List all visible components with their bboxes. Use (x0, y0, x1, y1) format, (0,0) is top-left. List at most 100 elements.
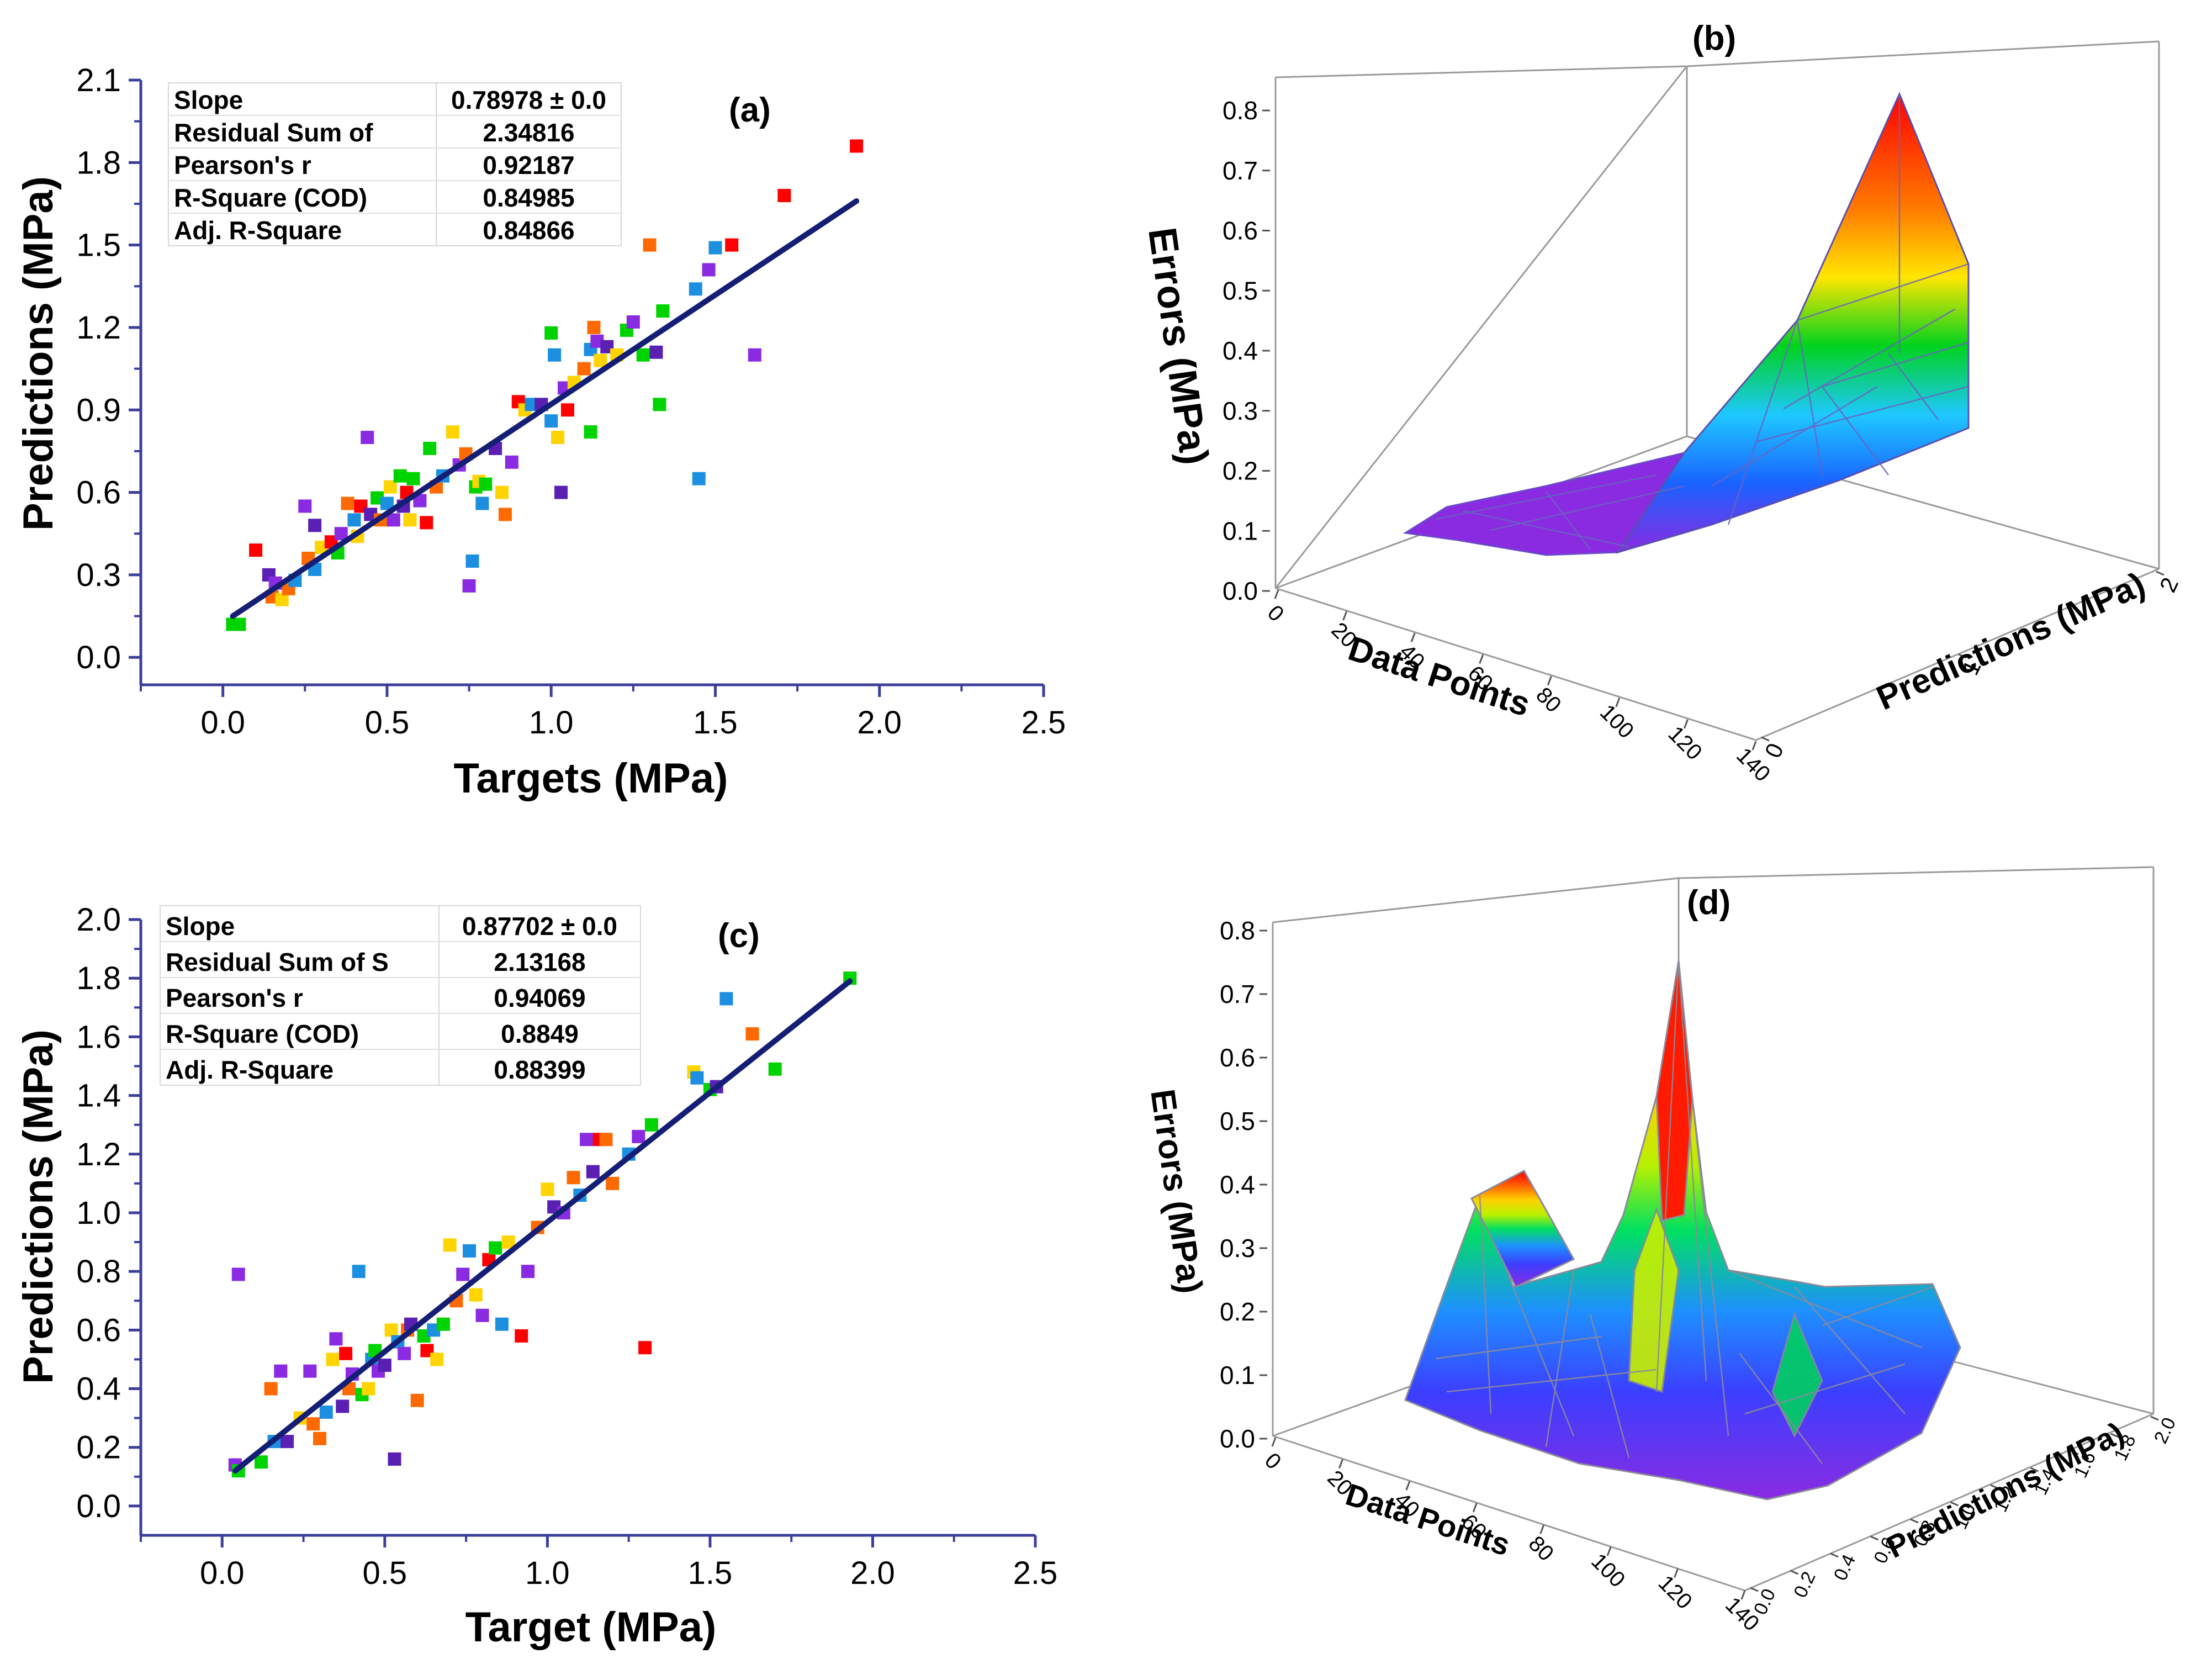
panel-d-surface: 0.00.10.20.30.40.50.60.70.80204060801001… (1143, 866, 2180, 1636)
panel-c-point (638, 1341, 652, 1355)
panel-d-y-tick-label: 0.4 (1830, 1551, 1860, 1584)
panel-a-y-tick-label: 0.0 (76, 640, 121, 675)
panel-c-point (319, 1406, 333, 1419)
panel-a-table-key: R-Square (COD) (174, 183, 367, 212)
panel-b-x-tick (1684, 719, 1689, 729)
panel-d-y-tick (1870, 1535, 1879, 1541)
panel-a-point (387, 513, 400, 527)
panel-a-point (347, 513, 361, 527)
panel-a-table-value: 2.34816 (483, 118, 574, 147)
panel-c-point (443, 1238, 457, 1252)
panel-b-z-tick-label: 0.8 (1223, 96, 1258, 125)
panel-c-y-tick-label: 1.8 (76, 960, 121, 996)
panel-d-z-tick-label: 0.4 (1220, 1170, 1255, 1199)
panel-a-point (748, 348, 761, 362)
panel-c-y-tick-label: 0.6 (76, 1312, 121, 1348)
panel-c-point (475, 1308, 489, 1322)
panel-c-plot-area: 0.0 0.5 1.0 1.5 2.0 2.5 0.0 0.2 0.4 0.6 0.8 1.0 1.2 1… (76, 902, 1057, 1591)
panel-a-point (636, 348, 650, 362)
panel-b-z-tick-label: 0.6 (1223, 216, 1258, 245)
panel-c-x-tick-label: 2.0 (850, 1555, 895, 1591)
panel-d-x-tick (1674, 1568, 1679, 1578)
panel-a-point (475, 496, 489, 510)
panel-c-point (644, 1118, 658, 1132)
panel-c-point (469, 1288, 483, 1302)
panel-d-y-tick (1830, 1552, 1839, 1558)
panel-a-fit-line (230, 198, 860, 619)
panel-a-point (708, 241, 722, 255)
panel-d-zlabel: Errors (MPa) (1143, 1087, 1209, 1296)
panel-d-y-tick (1950, 1501, 1959, 1507)
panel-c-y-tick-label: 0.2 (76, 1430, 121, 1466)
panel-c-point (690, 1071, 704, 1085)
panel-a-point (643, 238, 657, 252)
panel-c-point (352, 1265, 366, 1279)
panel-c-point (768, 1062, 782, 1076)
panel-d-y-tick (1750, 1587, 1759, 1592)
panel-a-point (420, 516, 433, 530)
panel-c-table-key: Slope (166, 912, 235, 941)
panel-c-point (541, 1182, 554, 1196)
panel-d-x-tick-label: 0 (1260, 1448, 1286, 1474)
panel-a-point (692, 472, 706, 485)
panel-a-table-key: Residual Sum of (174, 118, 373, 147)
panel-d-z-tick-label: 0.8 (1220, 916, 1255, 945)
panel-a-point (446, 425, 459, 439)
panel-d-y-tick (2110, 1433, 2119, 1438)
panel-a-point (548, 348, 562, 362)
panel-c-y-tick-label: 1.6 (76, 1019, 121, 1055)
panel-a-point (725, 238, 739, 252)
panel-a-point (479, 477, 493, 491)
panel-a-table-key: Pearson's r (174, 151, 311, 179)
panel-c-table-value: 0.94069 (494, 984, 585, 1012)
panel-d-x-tick (1271, 1437, 1277, 1447)
panel-a-y-tick-label: 1.8 (76, 145, 121, 181)
panel-a-label: (a) (729, 91, 771, 129)
panel-a-point (551, 431, 565, 445)
panel-b-x-tick (1547, 676, 1552, 686)
panel-a-point (341, 496, 354, 510)
panel-a-y-tick-label: 0.6 (76, 475, 121, 511)
panel-b-surface-mesh (1403, 92, 1970, 556)
panel-a-y-tick-label: 2.1 (76, 62, 121, 98)
panel-b-xlabel: Data Points (1343, 630, 1534, 724)
panel-a-point (465, 554, 479, 568)
panel-d-z-tick-label: 0.1 (1220, 1361, 1255, 1390)
panel-c-point (326, 1353, 340, 1366)
panel-d-y-tick (2150, 1415, 2159, 1421)
panel-d-y-tick (2070, 1450, 2079, 1455)
panel-a-stats-table: Slope 0.78978 ± 0.0 Residual Sum of 2.34816… (168, 82, 622, 246)
panel-d-box (1272, 866, 2155, 1592)
panel-c-x-tick-label: 1.0 (525, 1555, 570, 1591)
panel-d-z-tick-label: 0.5 (1220, 1107, 1255, 1135)
panel-a-point (498, 508, 512, 521)
panel-d-y-tick-label: 2.0 (2150, 1414, 2180, 1447)
panel-b-zlabel: Errors (MPa) (1140, 225, 1216, 467)
panel-a-table-value: 0.92187 (483, 151, 574, 179)
panel-a-point (232, 617, 246, 631)
panel-a-point (406, 472, 420, 485)
panel-a-scatter: 0.0 0.5 1.0 1.5 2.0 2.5 0.0 0.3 0.6 0.9 1.2 1.5 1.8 2… (15, 62, 1066, 802)
panel-c-x-tick-label: 0.0 (200, 1555, 245, 1591)
panel-c-point (495, 1317, 509, 1331)
panel-d-surface-mesh (1404, 960, 1961, 1501)
panel-d-x-tick (1606, 1546, 1612, 1556)
panel-c-point (306, 1417, 320, 1431)
panel-c-point (462, 1244, 476, 1258)
panel-b-y-tick (1761, 736, 1770, 742)
panel-d-x-tick (1472, 1503, 1478, 1513)
panel-a-table-value: 0.84866 (483, 216, 574, 245)
panel-b-y-tick-label: 2 (2155, 573, 2183, 596)
panel-c-label: (c) (718, 917, 760, 955)
panel-c-y-tick-label: 0.8 (76, 1254, 121, 1290)
panel-c-point (281, 1435, 294, 1449)
panel-d-xlabel: Data Points (1342, 1477, 1514, 1562)
panel-a-point (653, 398, 666, 411)
panel-b-label: (b) (1692, 19, 1736, 57)
panel-d-label: (d) (1687, 884, 1731, 922)
panel-c-scatter: 0.0 0.5 1.0 1.5 2.0 2.5 0.0 0.2 0.4 0.6 0.8 1.0 1.2 1… (15, 902, 1057, 1651)
panel-c-point (456, 1267, 470, 1281)
panel-c-point (378, 1359, 391, 1372)
panel-a-x-tick-label: 0.0 (200, 705, 245, 741)
